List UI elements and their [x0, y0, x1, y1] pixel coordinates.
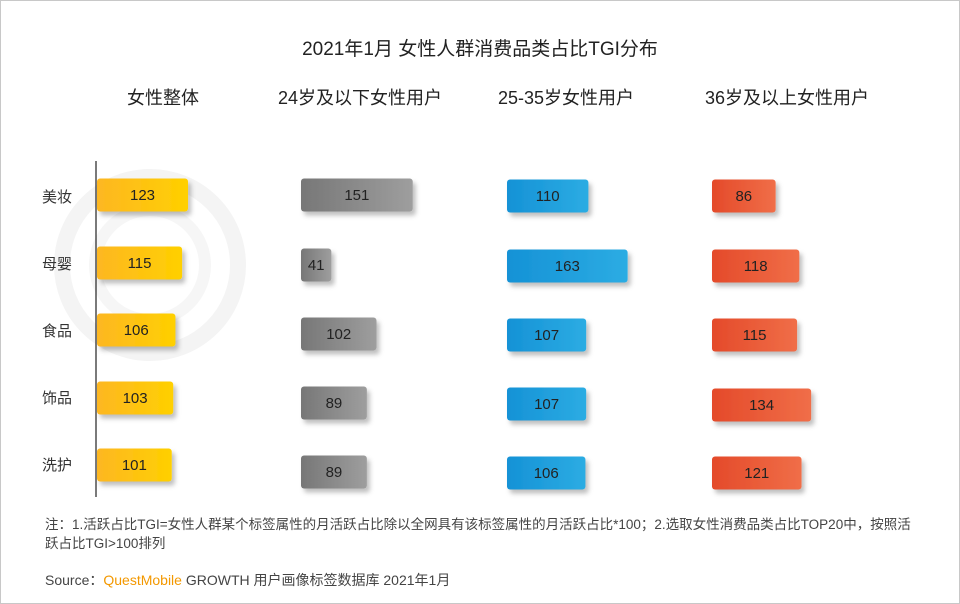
bar [97, 448, 172, 482]
category-label: 饰品 [42, 390, 73, 407]
bar [712, 249, 800, 283]
bar [97, 381, 174, 415]
bar [301, 178, 413, 212]
bar [301, 386, 367, 420]
data-label: 118 [744, 258, 768, 275]
data-label: 163 [555, 258, 580, 275]
chart-title: 2021年1月 女性人群消费品类占比TGI分布 [302, 39, 658, 60]
data-label: 134 [749, 397, 774, 414]
source-brand: QuestMobile [103, 572, 182, 588]
data-label: 123 [130, 187, 155, 204]
bar [507, 318, 587, 352]
bar [301, 455, 367, 489]
data-label: 102 [326, 326, 351, 343]
data-label: 110 [536, 188, 560, 205]
data-label: 115 [128, 255, 152, 272]
category-label: 美妆 [42, 189, 73, 206]
bar [97, 313, 176, 347]
data-label: 89 [326, 395, 343, 412]
panel-header-0: 女性整体 [127, 88, 199, 108]
bar [97, 246, 183, 280]
bar [712, 388, 812, 422]
source-label: Source： [45, 572, 104, 588]
panel-header-3: 36岁及以上女性用户 [705, 88, 870, 108]
bar [97, 178, 189, 212]
data-label: 106 [124, 322, 149, 339]
category-label: 食品 [42, 323, 73, 340]
data-label: 106 [534, 465, 559, 482]
bar [507, 456, 586, 490]
bar [507, 249, 628, 283]
bar [712, 179, 776, 213]
source-line: Source：QuestMobile GROWTH 用户画像标签数据库 2021… [45, 570, 450, 590]
panel-header-2: 25-35岁女性用户 [498, 88, 635, 108]
bar [712, 318, 798, 352]
category-label: 母婴 [42, 256, 73, 273]
data-label: 86 [735, 188, 752, 205]
data-label: 121 [744, 465, 769, 482]
bar [507, 179, 589, 213]
data-label: 115 [743, 327, 767, 344]
bar [301, 317, 377, 351]
bar [507, 387, 587, 421]
bar [712, 456, 802, 490]
source-text: GROWTH 用户画像标签数据库 2021年1月 [181, 572, 451, 588]
data-label: 107 [534, 327, 559, 344]
data-label: 89 [326, 464, 343, 481]
data-label: 41 [308, 257, 325, 274]
data-label: 151 [344, 187, 369, 204]
data-label: 103 [123, 390, 148, 407]
data-label: 107 [534, 396, 559, 413]
footnote: 注：1.活跃占比TGI=女性人群某个标签属性的月活跃占比除以全网具有该标签属性的… [45, 517, 911, 551]
category-label: 洗护 [42, 457, 73, 474]
bar [301, 248, 332, 282]
data-label: 101 [122, 457, 147, 474]
panel-header-1: 24岁及以下女性用户 [278, 88, 443, 108]
